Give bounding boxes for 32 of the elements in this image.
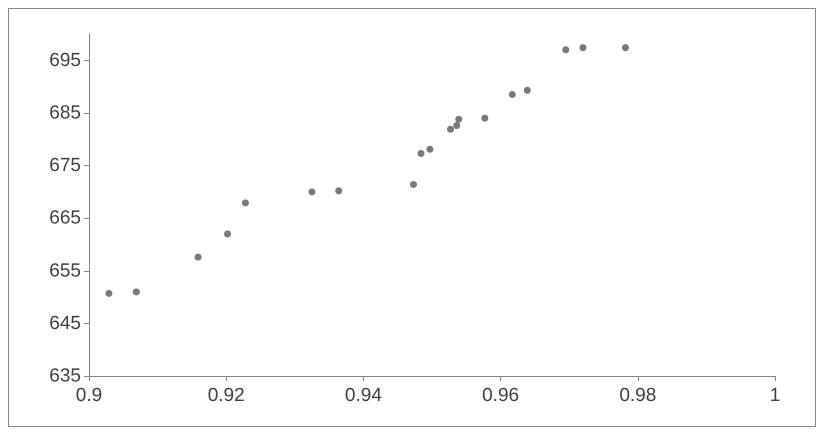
point	[562, 46, 570, 54]
y-tick-label: 685	[49, 102, 81, 124]
point	[481, 114, 488, 122]
point	[579, 44, 586, 52]
x-tick-label: 1	[770, 385, 780, 406]
point	[132, 288, 140, 296]
point	[453, 122, 460, 130]
y-tick-label: 695	[49, 50, 81, 71]
x-tick-label: 0.94	[344, 385, 382, 406]
point	[508, 91, 516, 98]
x-tick-label: 0.9	[76, 385, 102, 406]
point	[194, 254, 202, 261]
x-tick-label: 0.98	[619, 385, 656, 406]
point	[426, 146, 434, 153]
point	[410, 180, 417, 188]
y-tick-label: 645	[49, 312, 81, 334]
point	[308, 188, 316, 196]
y-tick-label: 675	[49, 155, 81, 176]
x-tick-label: 0.96	[482, 385, 520, 406]
point	[105, 290, 112, 297]
point	[447, 126, 454, 133]
point	[524, 86, 531, 94]
y-tick-label: 665	[49, 208, 81, 229]
y-tick-label: 635	[49, 366, 81, 386]
point	[455, 116, 462, 123]
y-tick-label: 655	[49, 260, 81, 282]
point	[242, 199, 249, 206]
point	[224, 230, 232, 238]
x-tick-label: 0.92	[208, 385, 245, 406]
point	[335, 187, 342, 194]
point	[418, 150, 425, 157]
point	[622, 44, 629, 52]
